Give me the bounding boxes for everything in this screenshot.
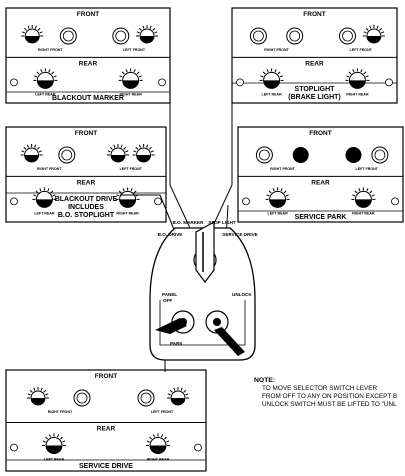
lamp-on-icon bbox=[33, 68, 58, 89]
lamp-on-icon bbox=[167, 387, 189, 406]
lamp-on-icon bbox=[20, 144, 43, 163]
light-label: LEFT REAR bbox=[268, 211, 289, 215]
lower-left-switch-lever bbox=[155, 318, 187, 334]
lamp-on-icon bbox=[259, 68, 284, 89]
lamp-panel: FRONT REAR RIGHT FRONT LEFT FRONT LEFT REAR R… bbox=[5, 126, 167, 223]
note-line: TO MOVE SELECTOR SWITCH LEVER bbox=[262, 385, 378, 392]
lower-right-switch-lever bbox=[214, 327, 245, 356]
light-label: RIGHT FRONT bbox=[264, 48, 289, 52]
light-label: RIGHT REAR bbox=[346, 92, 369, 96]
panel-caption: B.O. STOPLIGHT bbox=[58, 212, 115, 219]
light-label: RIGHT FRONT bbox=[38, 48, 63, 52]
light-label: LEFT FRONT bbox=[356, 167, 379, 171]
lamp-dark-icon bbox=[292, 147, 309, 163]
light-label: LEFT REAR bbox=[34, 211, 55, 215]
lamp-off-icon bbox=[137, 389, 155, 407]
light-label: RIGHT FRONT bbox=[270, 167, 295, 171]
park-label: PARK bbox=[170, 341, 183, 346]
lamp-on-icon bbox=[345, 68, 370, 89]
rear-label: REAR bbox=[79, 60, 98, 67]
lamp-on-icon bbox=[118, 68, 143, 89]
lamp-on-icon bbox=[146, 433, 170, 455]
lamp-off-icon bbox=[112, 27, 130, 45]
lamp-on-icon bbox=[136, 25, 159, 44]
lamp-on-icon bbox=[132, 144, 155, 163]
panel-caption: SERVICE DRIVE bbox=[79, 463, 133, 470]
lamp-off-icon bbox=[249, 27, 267, 45]
front-label: FRONT bbox=[95, 373, 117, 380]
selector-switch-assembly: B.O. DRIVE B.O. MARKER STOP LIGHT SERVIC… bbox=[149, 220, 258, 361]
note-heading: NOTE: bbox=[254, 377, 276, 384]
lamp-off-icon bbox=[59, 27, 77, 45]
lamp-off-icon bbox=[286, 27, 304, 45]
panel-frame bbox=[5, 7, 171, 104]
rear-label: REAR bbox=[77, 179, 96, 186]
panel-label: PANEL bbox=[162, 292, 177, 297]
panel-frame bbox=[5, 126, 167, 223]
light-label: RIGHT REAR bbox=[119, 92, 142, 96]
note-block: NOTE: TO MOVE SELECTOR SWITCH LEVER FROM… bbox=[254, 377, 405, 409]
light-label: LEFT FRONT bbox=[120, 167, 143, 171]
panel-caption: (BRAKE LIGHT) bbox=[288, 94, 341, 101]
front-label: FRONT bbox=[77, 11, 99, 18]
connector-blackout-drive bbox=[120, 194, 176, 233]
rear-label: REAR bbox=[305, 60, 324, 67]
front-label: FRONT bbox=[309, 130, 331, 137]
front-label: FRONT bbox=[75, 130, 97, 137]
lamp-dark-icon bbox=[345, 147, 362, 163]
off-label: OFF bbox=[163, 298, 172, 303]
lamp-panel: FRONT REAR RIGHT FRONT LEFT FRONT LEFT REAR R… bbox=[231, 7, 398, 104]
panel-caption: STOPLIGHT bbox=[295, 86, 336, 93]
panel-frame bbox=[231, 7, 398, 104]
rear-label: REAR bbox=[97, 426, 116, 433]
selector-lever bbox=[195, 220, 215, 283]
lamp-on-icon bbox=[362, 25, 385, 44]
lamp-panel: FRONT REAR RIGHT FRONT LEFT FRONT LEFT REAR R… bbox=[237, 126, 404, 223]
light-label: RIGHT FRONT bbox=[37, 167, 62, 171]
connector-blackout-marker bbox=[169, 103, 191, 229]
lamp-on-icon bbox=[32, 187, 57, 208]
position-label-service-drive: SERVICE DRIVE bbox=[222, 232, 257, 237]
light-label: LEFT FRONT bbox=[151, 410, 174, 414]
rear-label: REAR bbox=[311, 179, 330, 186]
light-label: LEFT FRONT bbox=[123, 48, 146, 52]
position-label-bo-drive: B.O. DRIVE bbox=[158, 232, 183, 237]
lamp-off-icon bbox=[58, 146, 76, 164]
lamp-on-icon bbox=[42, 433, 66, 455]
front-label: FRONT bbox=[303, 11, 325, 18]
lamp-on-icon bbox=[21, 25, 44, 44]
panel-caption: BLACKOUT DRIVE bbox=[55, 196, 118, 203]
light-label: RIGHT REAR bbox=[352, 211, 375, 215]
position-label-stop-light: STOP LIGHT bbox=[208, 220, 236, 225]
lamp-on-icon bbox=[265, 187, 290, 208]
light-label: LEFT REAR bbox=[44, 458, 65, 462]
panel-frame bbox=[5, 369, 207, 472]
light-label: LEFT FRONT bbox=[350, 48, 373, 52]
panel-caption: SERVICE PARK bbox=[295, 214, 347, 221]
lamp-off-icon bbox=[255, 146, 273, 164]
panel-caption: BLACKOUT MARKER bbox=[52, 95, 124, 102]
light-label: RIGHT REAR bbox=[147, 458, 170, 462]
lamp-on-icon bbox=[351, 187, 376, 208]
note-line: FROM OFF TO ANY ON POSITION EXCEPT B bbox=[262, 393, 398, 400]
lamp-on-icon bbox=[107, 144, 129, 163]
light-label: LEFT REAR bbox=[262, 92, 283, 96]
panel-frame bbox=[237, 126, 404, 223]
lamp-off-icon bbox=[371, 146, 389, 164]
note-line: UNLOCK SWITCH MUST BE LIFTED TO "UNL bbox=[262, 401, 397, 408]
light-label: RIGHT FRONT bbox=[48, 410, 73, 414]
lamp-off-icon bbox=[73, 389, 91, 407]
lamp-panel: FRONT REAR RIGHT FRONT LEFT FRONT LEFT REAR R… bbox=[5, 369, 207, 472]
lamp-off-icon bbox=[339, 27, 356, 45]
lamp-on-icon bbox=[27, 387, 49, 406]
panel-caption: INCLUDES bbox=[68, 204, 104, 211]
light-label: LEFT REAR bbox=[35, 92, 56, 96]
light-label: RIGHT REAR bbox=[116, 211, 139, 215]
connector-stoplight bbox=[211, 103, 233, 229]
lamp-panel: FRONT REAR RIGHT FRONT LEFT FRONT LEFT REAR R… bbox=[5, 7, 171, 104]
unlock-label: UNLOCK bbox=[232, 292, 252, 297]
position-label-bo-marker: B.O. MARKER bbox=[173, 220, 205, 225]
